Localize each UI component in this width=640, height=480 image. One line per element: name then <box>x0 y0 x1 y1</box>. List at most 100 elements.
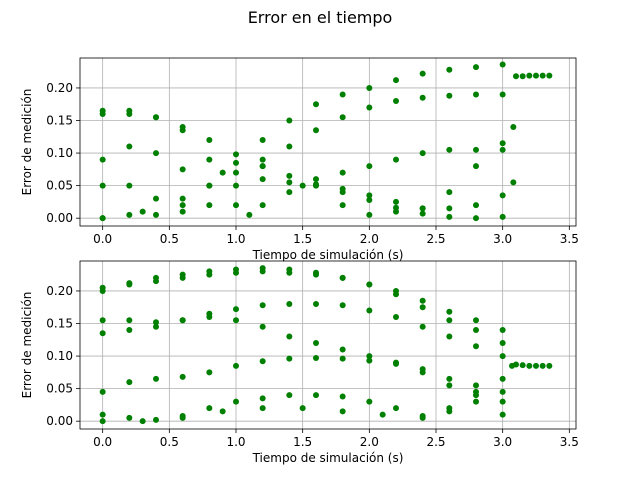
data-point <box>339 185 346 192</box>
data-point <box>393 97 399 104</box>
data-point <box>259 323 266 330</box>
data-point <box>499 327 506 334</box>
y-tick-label: 0.05 <box>46 382 73 396</box>
data-point <box>499 388 506 395</box>
data-point <box>519 73 526 80</box>
x-tick-label: 2.5 <box>426 232 445 246</box>
data-point <box>286 266 293 273</box>
data-point <box>499 375 506 382</box>
series-2 <box>99 265 506 347</box>
data-point <box>446 213 453 220</box>
data-point <box>393 360 399 367</box>
data-point <box>179 127 186 134</box>
data-point <box>473 343 479 350</box>
data-point <box>153 274 159 281</box>
data-point <box>513 73 519 80</box>
data-point <box>259 405 266 412</box>
data-point <box>499 213 506 220</box>
data-point <box>206 405 213 412</box>
data-point <box>286 143 293 150</box>
y-tick-label: 0.20 <box>46 284 73 298</box>
data-point <box>366 211 373 218</box>
data-point <box>126 414 133 421</box>
data-point <box>339 274 346 281</box>
data-point <box>473 388 479 395</box>
data-point <box>366 307 373 314</box>
data-point <box>233 202 239 209</box>
data-point <box>473 382 479 389</box>
data-point <box>299 182 306 189</box>
data-point <box>513 361 519 368</box>
y-tick-label: 0.15 <box>46 317 73 331</box>
data-point <box>510 124 517 131</box>
data-point <box>393 405 399 412</box>
data-point <box>393 198 399 205</box>
data-point <box>366 196 373 203</box>
data-point <box>259 395 266 402</box>
data-point <box>446 308 453 315</box>
series-4 <box>99 107 517 212</box>
data-point <box>233 151 239 158</box>
data-point <box>519 362 526 369</box>
data-point <box>339 346 346 353</box>
y-tick-label: 0.20 <box>46 81 73 95</box>
subplot-2: 0.0 0.5 1.0 1.5 2.0 2.5 3.0 3.5 0.00 0.05 0.10 0.15… <box>20 260 579 465</box>
data-point <box>419 70 426 77</box>
data-point <box>126 143 133 150</box>
data-point <box>339 408 346 415</box>
x-tick-label: 1.0 <box>226 232 245 246</box>
data-point <box>259 156 266 163</box>
data-point <box>473 64 479 71</box>
data-point <box>219 169 226 176</box>
data-point <box>286 117 293 124</box>
data-point <box>339 91 346 98</box>
data-point <box>313 340 319 347</box>
data-point <box>286 189 293 196</box>
data-point <box>419 369 426 376</box>
data-point <box>259 265 266 272</box>
data-point <box>206 202 213 209</box>
data-point <box>99 418 106 425</box>
data-point <box>339 355 346 362</box>
data-point <box>153 150 159 157</box>
data-point <box>366 192 373 199</box>
data-point <box>99 107 106 114</box>
data-point <box>286 179 293 186</box>
data-point <box>499 340 506 347</box>
data-point <box>526 72 533 79</box>
data-point <box>206 156 213 163</box>
data-point <box>313 101 319 108</box>
data-point <box>233 159 239 166</box>
data-point <box>313 392 319 399</box>
data-point <box>99 317 106 324</box>
data-point <box>259 163 266 170</box>
data-point <box>393 208 399 215</box>
data-point <box>233 398 239 405</box>
data-point <box>366 163 373 170</box>
axes-frame <box>79 57 577 227</box>
data-point <box>446 66 453 73</box>
figure-title: Error en el tiempo <box>247 8 393 27</box>
data-point <box>446 405 453 412</box>
y-tick-label: 0.10 <box>46 146 73 160</box>
data-point <box>286 355 293 362</box>
data-point <box>419 323 426 330</box>
data-point <box>499 91 506 98</box>
data-point <box>419 304 426 311</box>
data-point <box>366 398 373 405</box>
data-point <box>286 172 293 179</box>
data-point <box>259 137 266 144</box>
data-point <box>126 211 133 218</box>
data-point <box>259 358 266 365</box>
data-point <box>179 166 186 173</box>
data-point <box>419 414 426 421</box>
x-tick-label: 0.0 <box>93 435 112 449</box>
data-point <box>393 77 399 84</box>
data-point <box>393 314 399 320</box>
data-point <box>446 333 453 340</box>
data-point <box>99 388 106 395</box>
x-tick-label: 0.0 <box>93 232 112 246</box>
data-point <box>473 327 479 334</box>
